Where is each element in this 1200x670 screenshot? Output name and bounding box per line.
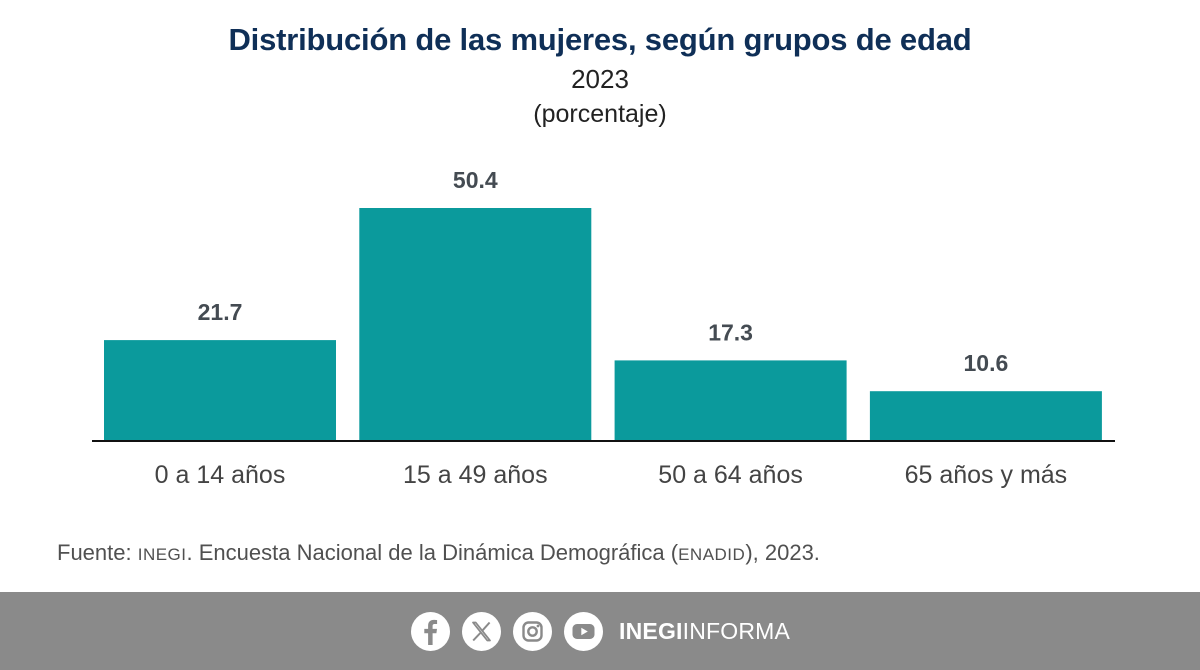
source-middle: . Encuesta Nacional de la Dinámica Demog… (186, 540, 679, 565)
bar-1 (104, 340, 336, 440)
data-label-4: 10.6 (964, 350, 1009, 376)
source-prefix: Fuente: (57, 540, 138, 565)
bar-4 (869, 391, 1102, 440)
x-icon[interactable] (462, 611, 501, 651)
source-suffix: ), 2023. (745, 540, 820, 565)
bar-2 (359, 208, 592, 440)
bar-chart: 21.7 0 a 14 años 50.4 15 a 49 años 17.3 50 a … (92, 167, 1115, 489)
source-survey: ENADID (678, 545, 746, 564)
facebook-icon[interactable] (411, 611, 450, 651)
x-tick-label-2: 15 a 49 años (403, 461, 548, 489)
chart-subtitle: 2023 (571, 64, 629, 94)
brand-logo: INEGI INFORMA (619, 618, 790, 645)
x-tick-label-4: 65 años y más (905, 461, 1068, 489)
footer-bar: INEGI INFORMA (0, 592, 1200, 670)
data-label-1: 21.7 (198, 299, 243, 325)
chart-title: Distribución de las mujeres, según grupo… (228, 22, 972, 57)
data-label-3: 17.3 (708, 319, 753, 345)
source-note: Fuente: INEGI. Encuesta Nacional de la D… (57, 540, 820, 566)
youtube-icon[interactable] (564, 611, 603, 651)
chart-unit-label: (porcentaje) (533, 100, 667, 128)
brand-bold: INEGI (619, 617, 683, 644)
data-label-2: 50.4 (453, 167, 498, 193)
source-org: INEGI (137, 545, 187, 564)
x-tick-label-1: 0 a 14 años (155, 461, 286, 489)
social-links: INEGI INFORMA (411, 611, 790, 651)
instagram-icon[interactable] (513, 611, 552, 651)
x-tick-label-3: 50 a 64 años (658, 461, 803, 489)
bar-3 (614, 360, 847, 440)
brand-regular: INFORMA (682, 617, 791, 644)
